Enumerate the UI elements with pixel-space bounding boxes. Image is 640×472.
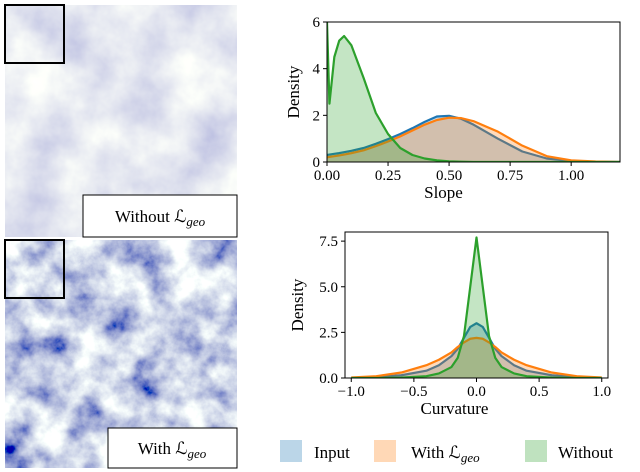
- y-tick-label: 2: [313, 108, 321, 124]
- x-tick-label: 0.5: [530, 384, 549, 400]
- y-tick-label: 6: [313, 15, 321, 31]
- legend-swatch: [525, 440, 547, 462]
- density-area: [327, 22, 620, 162]
- density-area: [351, 237, 602, 378]
- x-tick-label: −1.0: [338, 384, 365, 400]
- legend-label: Without: [558, 443, 613, 462]
- x-axis-label: Slope: [424, 183, 463, 202]
- caption-text: With ℒ: [138, 439, 188, 458]
- legend-text: Input: [314, 443, 350, 462]
- inset-box: [4, 4, 65, 64]
- x-tick-label: 1.00: [558, 168, 584, 184]
- y-tick-label: 2.5: [319, 325, 338, 341]
- density-line: [351, 336, 602, 378]
- caption-box: [82, 194, 238, 238]
- legend-label: With ℒgeo: [411, 443, 480, 465]
- density-area: [327, 117, 620, 162]
- x-tick-label: 0.0: [467, 384, 486, 400]
- y-tick-label: 0: [313, 155, 321, 171]
- caption-box: [107, 427, 238, 469]
- density-line: [351, 322, 602, 378]
- density-area: [327, 115, 620, 162]
- plot-area: [351, 236, 602, 378]
- x-tick-label: 0.00: [314, 168, 340, 184]
- density-area: [351, 337, 602, 378]
- terrain-image-top: Without ℒgeo: [4, 4, 238, 238]
- inset-box: [4, 239, 65, 299]
- y-tick-label: 7.5: [319, 234, 338, 250]
- legend-label: Input: [314, 443, 350, 462]
- terrain-image-bottom: With ℒgeo: [4, 239, 238, 469]
- y-tick-label: 0.0: [319, 371, 338, 387]
- density-line: [327, 116, 620, 162]
- density-line: [327, 114, 620, 162]
- y-axis-label: Density: [284, 65, 303, 118]
- legend-swatch: [374, 440, 396, 462]
- y-axis-label: Density: [288, 278, 307, 331]
- x-axis-label: Curvature: [421, 399, 489, 418]
- axes-frame: [326, 21, 621, 163]
- y-tick-label: 5.0: [319, 280, 338, 296]
- plot-area: [327, 22, 620, 162]
- x-tick-label: 0.25: [375, 168, 401, 184]
- caption-sub: geo: [188, 446, 207, 461]
- caption-sub: geo: [186, 214, 205, 229]
- legend-sub: geo: [461, 450, 480, 465]
- density-area: [351, 323, 602, 378]
- legend-swatch: [280, 440, 302, 462]
- caption: With ℒgeo: [138, 439, 207, 461]
- x-tick-label: 0.50: [436, 168, 462, 184]
- legend-text: With ℒ: [411, 443, 461, 462]
- density-line: [351, 236, 602, 378]
- caption: Without ℒgeo: [115, 207, 206, 229]
- y-tick-label: 4: [313, 62, 321, 78]
- x-tick-label: −0.5: [400, 384, 427, 400]
- caption-text: Without ℒ: [115, 207, 187, 226]
- x-tick-label: 1.0: [592, 384, 611, 400]
- density-line: [327, 22, 620, 162]
- legend-text: Without: [558, 443, 613, 462]
- x-tick-label: 0.75: [497, 168, 523, 184]
